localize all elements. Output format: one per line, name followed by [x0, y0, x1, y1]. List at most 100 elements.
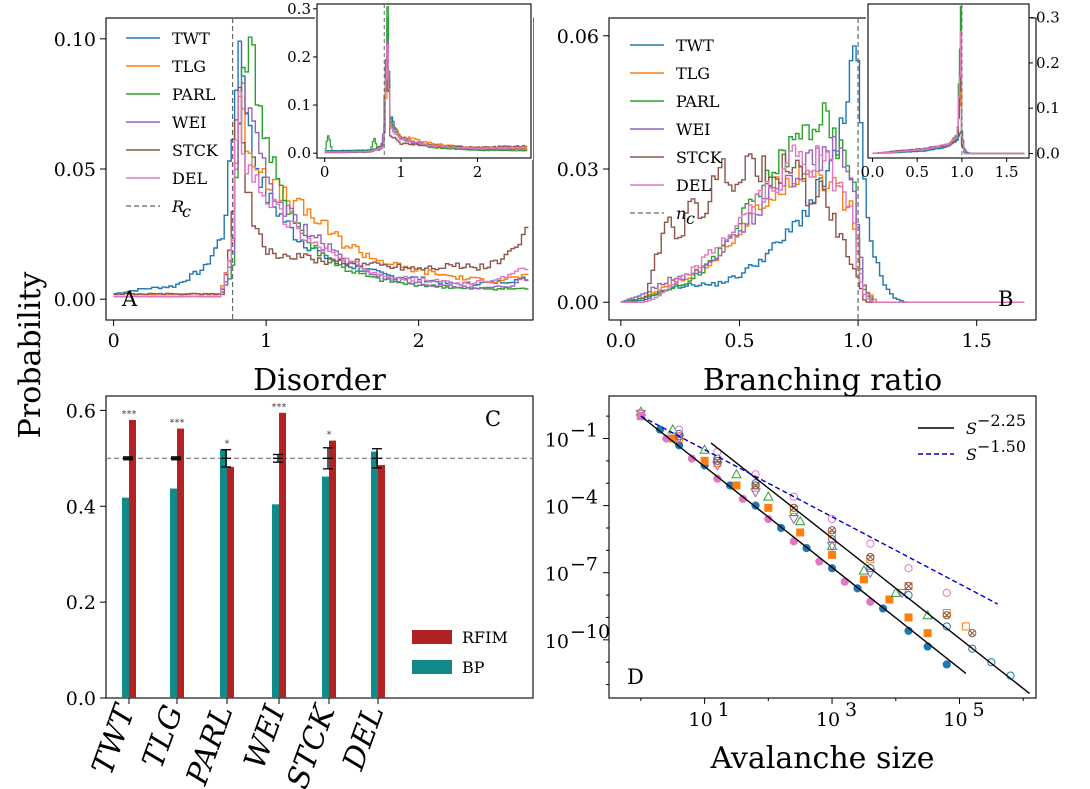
inset-x-tick-label: 1.0 [950, 163, 974, 181]
legend-label-fit: S [966, 419, 977, 438]
bar-rfim-twt [129, 419, 136, 698]
marker-stck-cross [752, 482, 759, 489]
marker-twt [987, 658, 996, 667]
legend-label-critical: R [171, 197, 184, 216]
legend-label-stck: STCK [172, 141, 219, 160]
x-tick-exponent: 5 [973, 699, 985, 721]
fit-line-solid [710, 442, 1031, 695]
bar-rfim-parl [227, 466, 234, 698]
panel-c-frame [105, 395, 534, 699]
marker-wei [826, 541, 838, 552]
marker-del [827, 514, 837, 524]
inset-background [315, 2, 533, 160]
marker-parl [922, 609, 934, 620]
x-axis-label: Disorder [253, 363, 386, 398]
bar-rfim-del [378, 465, 385, 698]
x-tick-label: 1.0 [843, 330, 873, 352]
marker-stck [713, 456, 722, 465]
bar-bp-wei [272, 504, 279, 698]
marker-parl [699, 444, 710, 454]
marker-parl [794, 515, 806, 526]
marker-stck [904, 582, 913, 591]
marker-wei [896, 588, 908, 599]
marker-tlg [885, 595, 894, 604]
y-tick-label: 0.00 [54, 289, 96, 311]
inset-y-tick-label: 0.3 [287, 0, 311, 18]
legend-label-rfim: RFIM [462, 628, 508, 647]
panel-label: A [121, 287, 138, 311]
bar-bp-parl [220, 449, 227, 698]
marker-wei [711, 461, 723, 471]
marker-tlg [904, 613, 913, 622]
panel-label: C [485, 407, 501, 431]
inset-x-tick-label: 0.5 [905, 163, 929, 181]
legend-label-parl: PARL [172, 85, 216, 104]
x-axis-label: Branching ratio [703, 363, 942, 398]
inset-y-tick-label: 0.2 [1036, 54, 1060, 72]
significance-marker: *** [122, 409, 137, 420]
inset-x-tick-label: 1.5 [995, 163, 1019, 181]
marker-tlg [961, 622, 970, 631]
y-tick-label: 0.4 [66, 496, 96, 518]
legend-label-del: DEL [172, 169, 208, 188]
marker-stck-cross [713, 457, 721, 465]
x-category-label: TWT [85, 699, 143, 779]
legend-label-tlg: TLG [676, 64, 710, 83]
marker-del [675, 425, 684, 434]
series-line-del [113, 90, 529, 298]
marker-tlg [751, 483, 760, 492]
series-line-del [620, 144, 1025, 303]
panel-label: B [998, 287, 1013, 311]
legend-label-twt: TWT [676, 36, 714, 55]
marker-twt [968, 644, 977, 653]
legend-label-twt: TWT [172, 29, 210, 48]
panel-label: D [627, 665, 644, 689]
marker-stck [789, 503, 798, 512]
marker-del [942, 588, 951, 597]
x-tick-label: 0.0 [606, 330, 636, 352]
inset-x-tick-label: 0.0 [861, 163, 885, 181]
inset-series-line-del [872, 31, 1025, 155]
legend-label-fit-exponent: −2.25 [977, 411, 1026, 430]
significance-marker: * [327, 430, 332, 441]
y-tick-label: 0.2 [66, 592, 96, 614]
marker-tlg [859, 575, 868, 584]
x-axis-label: Avalanche size [709, 741, 934, 776]
y-tick-exponent: −10 [570, 621, 610, 643]
marker-del [904, 564, 913, 573]
marker-tlg [764, 503, 773, 512]
panel-d-frame [608, 395, 1037, 699]
marker-del [866, 539, 875, 548]
inset-series-line-del [324, 44, 528, 153]
marker-stck-cross [968, 629, 976, 637]
x-tick-exponent: 3 [845, 699, 857, 721]
bar-bp-del [371, 451, 378, 698]
marker-stck [866, 552, 875, 562]
marker-parl [762, 491, 774, 501]
scatter-group [635, 406, 1031, 695]
y-tick-exponent: −4 [570, 487, 598, 509]
inset-y-tick-label: 0.0 [287, 144, 311, 162]
marker-parl [731, 468, 742, 479]
marker-twt [942, 660, 951, 669]
marker-twt [655, 425, 665, 434]
marker-tlg [732, 481, 741, 490]
inset-y-tick-label: 0.2 [287, 48, 311, 66]
marker-tlg [700, 456, 709, 465]
legend-swatch-bp [412, 660, 452, 674]
marker-tlg [796, 528, 805, 537]
fit-line-solid [640, 415, 967, 674]
inset-x-tick-label: 2 [473, 163, 483, 181]
y-tick-label: 10 [545, 497, 569, 519]
legend-swatch-rfim [412, 630, 452, 644]
bar-bp-tlg [170, 488, 177, 698]
inset-y-tick-label: 0.0 [1036, 144, 1060, 162]
legend-label-wei: WEI [172, 113, 206, 132]
x-category-label: TLG [136, 701, 191, 773]
y-tick-label: 0.06 [557, 26, 599, 48]
y-tick-label: 10 [545, 631, 569, 653]
bar-bp-stck [322, 476, 329, 698]
marker-twt [675, 429, 684, 439]
marker-tlg [828, 550, 837, 559]
significance-marker: *** [272, 402, 287, 413]
